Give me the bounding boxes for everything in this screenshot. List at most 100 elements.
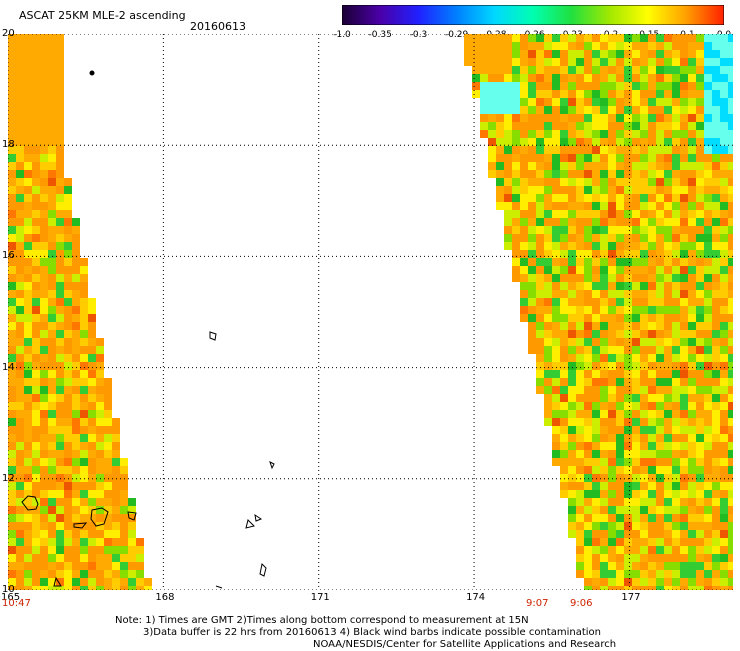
swath-cell (720, 162, 728, 170)
swath-cell (40, 106, 48, 114)
swath-cell (672, 346, 680, 354)
swath-cell (712, 186, 720, 194)
swath-cell (632, 578, 640, 586)
swath-cell (8, 298, 16, 306)
swath-cell (40, 154, 48, 162)
swath-cell (680, 138, 688, 146)
swath-cell (728, 298, 733, 306)
swath-cell (608, 210, 616, 218)
swath-cell (584, 42, 592, 50)
swath-cell (80, 266, 88, 274)
swath-cell (488, 66, 496, 74)
swath-cell (8, 514, 16, 522)
swath-cell (136, 562, 144, 570)
swath-cell (688, 402, 696, 410)
swath-cell (624, 410, 632, 418)
swath-cell (632, 218, 640, 226)
swath-cell (568, 506, 576, 514)
swath-cell (56, 282, 64, 290)
swath-cell (624, 250, 632, 258)
swath-cell (56, 418, 64, 426)
swath-cell (632, 370, 640, 378)
swath-cell (680, 146, 688, 154)
swath-cell (688, 330, 696, 338)
swath-cell (544, 242, 552, 250)
swath-cell (112, 578, 120, 586)
swath-cell (720, 514, 728, 522)
swath-cell (712, 466, 720, 474)
swath-cell (712, 202, 720, 210)
swath-cell (504, 114, 512, 122)
swath-cell (24, 314, 32, 322)
swath-cell (8, 114, 16, 122)
swath-cell (624, 74, 632, 82)
swath-cell (632, 170, 640, 178)
swath-cell (672, 378, 680, 386)
swath-cell (608, 138, 616, 146)
swath-cell (712, 394, 720, 402)
swath-cell (24, 162, 32, 170)
swath-cell (704, 98, 712, 106)
swath-cell (32, 522, 40, 530)
swath-cell (720, 98, 728, 106)
swath-cell (664, 154, 672, 162)
swath-cell (8, 162, 16, 170)
swath-cell (656, 458, 664, 466)
swath-cell (600, 98, 608, 106)
swath-cell (480, 66, 488, 74)
swath-cell (560, 106, 568, 114)
swath-cell (696, 154, 704, 162)
swath-cell (720, 106, 728, 114)
swath-cell (656, 50, 664, 58)
swath-cell (560, 170, 568, 178)
swath-cell (680, 162, 688, 170)
swath-cell (552, 394, 560, 402)
swath-cell (584, 226, 592, 234)
swath-cell (608, 394, 616, 402)
swath-cell (632, 474, 640, 482)
swath-cell (32, 82, 40, 90)
swath-cell (656, 426, 664, 434)
swath-cell (480, 42, 488, 50)
swath-cell (32, 482, 40, 490)
swath-cell (696, 426, 704, 434)
swath-cell (720, 130, 728, 138)
swath-cell (48, 74, 56, 82)
swath-cell (8, 338, 16, 346)
swath-cell (600, 50, 608, 58)
swath-cell (24, 498, 32, 506)
longitude-label: 177 (621, 592, 641, 603)
swath-cell (624, 98, 632, 106)
swath-cell (112, 418, 120, 426)
swath-cell (8, 274, 16, 282)
swath-cell (24, 418, 32, 426)
swath-cell (728, 234, 733, 242)
swath-cell (56, 450, 64, 458)
swath-cell (632, 250, 640, 258)
swath-cell (600, 426, 608, 434)
swath-cell (656, 434, 664, 442)
swath-cell (696, 258, 704, 266)
swath-cell (48, 314, 56, 322)
swath-cell (536, 66, 544, 74)
swath-cell (16, 170, 24, 178)
swath-cell (552, 346, 560, 354)
swath-cell (32, 234, 40, 242)
swath-cell (496, 202, 504, 210)
swath-cell (536, 154, 544, 162)
swath-cell (656, 578, 664, 586)
swath-cell (128, 570, 136, 578)
swath-cell (696, 338, 704, 346)
swath-cell (488, 122, 496, 130)
swath-cell (24, 434, 32, 442)
swath-cell (680, 194, 688, 202)
swath-cell (80, 530, 88, 538)
swath-cell (712, 162, 720, 170)
swath-cell (584, 354, 592, 362)
swath-cell (680, 266, 688, 274)
swath-cell (680, 210, 688, 218)
swath-cell (696, 226, 704, 234)
swath-cell (8, 210, 16, 218)
swath-cell (584, 218, 592, 226)
swath-cell (136, 586, 144, 590)
